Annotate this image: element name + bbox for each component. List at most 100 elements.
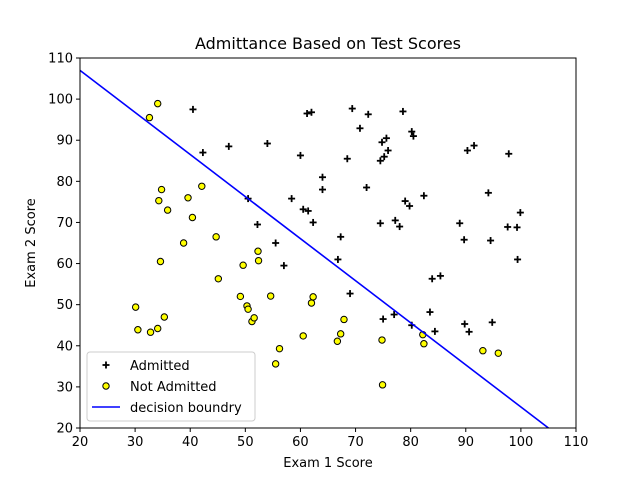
admitted-point bbox=[409, 132, 417, 140]
not-admitted-point bbox=[309, 293, 317, 301]
admitted-point bbox=[487, 237, 495, 245]
admitted-point bbox=[384, 147, 392, 154]
not-admitted-point bbox=[154, 99, 162, 108]
admitted-point bbox=[428, 275, 436, 283]
admitted-point bbox=[399, 107, 407, 115]
x-tick-label: 80 bbox=[402, 435, 419, 450]
x-tick-label: 60 bbox=[292, 435, 309, 450]
admitted-point bbox=[337, 233, 345, 241]
admitted-point bbox=[288, 195, 296, 203]
y-axis-title: Exam 2 Score bbox=[24, 198, 39, 287]
legend-item-admitted: Admitted bbox=[102, 359, 190, 374]
decision-boundary-line bbox=[80, 69, 549, 428]
admitted-point bbox=[307, 108, 315, 116]
admitted-point bbox=[343, 155, 351, 163]
not-admitted-point bbox=[307, 299, 316, 307]
not-admitted-point bbox=[275, 344, 284, 353]
not-admitted-point bbox=[479, 347, 487, 355]
admitted-point bbox=[280, 262, 288, 270]
admitted-point bbox=[514, 255, 522, 263]
admitted-point bbox=[420, 192, 428, 200]
admitted-point bbox=[391, 216, 399, 224]
not-admitted-point bbox=[154, 324, 162, 333]
not-admitted-point bbox=[163, 206, 172, 214]
admitted-point bbox=[516, 209, 524, 217]
admitted-point bbox=[461, 320, 469, 328]
admitted-point bbox=[396, 223, 404, 231]
admitted-point bbox=[296, 151, 304, 159]
not-admitted-point bbox=[333, 337, 342, 345]
admitted-point bbox=[263, 140, 271, 148]
not-admitted-point bbox=[420, 340, 428, 348]
x-tick-label: 40 bbox=[182, 435, 199, 450]
y-tick-label: 110 bbox=[48, 52, 73, 67]
not-admitted-point bbox=[214, 275, 223, 283]
y-tick-label: 40 bbox=[56, 339, 73, 354]
not-admitted-point bbox=[239, 261, 247, 269]
not-admitted-point bbox=[179, 239, 188, 247]
not-admitted-point bbox=[145, 113, 154, 122]
y-axis-ticks: 20 30 40 50 60 70 80 90 100 110 bbox=[48, 52, 80, 437]
x-tick-label: 100 bbox=[508, 435, 533, 450]
not-admitted-point bbox=[198, 182, 206, 190]
not-admitted-point bbox=[160, 313, 169, 321]
not-admitted-point bbox=[134, 326, 142, 334]
not-admitted-point bbox=[271, 360, 280, 368]
not-admitted-point bbox=[378, 336, 386, 344]
y-tick-label: 50 bbox=[56, 298, 73, 313]
not-admitted-point bbox=[340, 315, 348, 324]
admitted-point bbox=[426, 308, 434, 316]
legend-item-not-admitted: Not Admitted bbox=[102, 380, 217, 395]
legend-marker-admitted bbox=[102, 361, 110, 369]
admitted-point bbox=[470, 142, 478, 150]
x-tick-label: 110 bbox=[564, 435, 589, 450]
plot-frame bbox=[79, 57, 577, 429]
admitted-point bbox=[318, 173, 326, 181]
not-admitted-point bbox=[254, 256, 263, 265]
not-admitted-point bbox=[156, 257, 165, 266]
admitted-point bbox=[334, 255, 342, 263]
x-tick-label: 70 bbox=[347, 435, 364, 450]
admitted-point bbox=[390, 311, 398, 319]
admitted-point bbox=[513, 223, 521, 231]
admitted-point bbox=[488, 318, 496, 326]
admitted-point bbox=[309, 218, 317, 226]
admitted-point bbox=[465, 328, 473, 336]
not-admitted-point bbox=[378, 381, 387, 389]
y-tick-label: 30 bbox=[56, 380, 73, 395]
admitted-point bbox=[431, 327, 439, 335]
admitted-point bbox=[436, 272, 444, 280]
x-tick-label: 20 bbox=[72, 435, 89, 450]
admitted-point bbox=[272, 239, 280, 247]
not-admitted-point bbox=[299, 332, 307, 340]
legend-box bbox=[86, 351, 256, 422]
admitted-point bbox=[348, 105, 356, 113]
y-tick-label: 90 bbox=[56, 134, 73, 149]
admitted-point bbox=[253, 221, 261, 228]
admitted-point bbox=[408, 128, 416, 136]
not-admitted-point bbox=[146, 328, 155, 336]
not-admitted-point bbox=[131, 303, 140, 311]
chart-title: Admittance Based on Test Scores bbox=[195, 34, 461, 53]
not-admitted-point bbox=[250, 314, 258, 322]
admitted-point bbox=[378, 138, 386, 146]
not-admitted-point bbox=[188, 213, 197, 222]
x-tick-label: 50 bbox=[237, 435, 254, 450]
admitted-point bbox=[199, 149, 207, 157]
legend: Admitted Not Admitted decision boundry bbox=[86, 351, 256, 422]
admitted-point bbox=[456, 219, 464, 227]
not-admitted-point bbox=[266, 292, 275, 300]
y-tick-label: 70 bbox=[56, 216, 73, 231]
admitted-point bbox=[356, 124, 364, 132]
y-tick-label: 20 bbox=[56, 422, 73, 437]
admitted-point bbox=[189, 105, 197, 113]
y-tick-label: 100 bbox=[48, 93, 73, 108]
admitted-point bbox=[376, 219, 384, 227]
admitted-point bbox=[401, 197, 409, 205]
admitted-point bbox=[460, 236, 468, 244]
x-tick-label: 90 bbox=[458, 435, 475, 450]
admitted-point bbox=[504, 223, 512, 231]
not-admitted-point bbox=[155, 196, 163, 205]
admitted-point bbox=[406, 202, 414, 210]
